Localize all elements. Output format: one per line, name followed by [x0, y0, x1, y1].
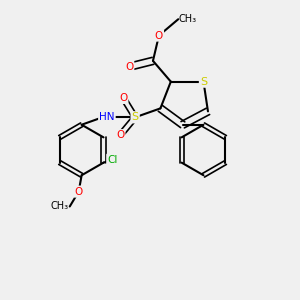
Text: S: S [200, 76, 207, 87]
Text: O: O [116, 130, 124, 140]
Text: O: O [125, 62, 133, 72]
Text: O: O [119, 93, 128, 103]
Text: CH₃: CH₃ [50, 202, 68, 212]
Text: O: O [155, 31, 163, 40]
Text: Cl: Cl [107, 155, 118, 165]
Text: HN: HN [99, 112, 115, 122]
Text: S: S [132, 112, 139, 122]
Text: O: O [74, 187, 83, 196]
Text: CH₃: CH₃ [178, 14, 196, 24]
